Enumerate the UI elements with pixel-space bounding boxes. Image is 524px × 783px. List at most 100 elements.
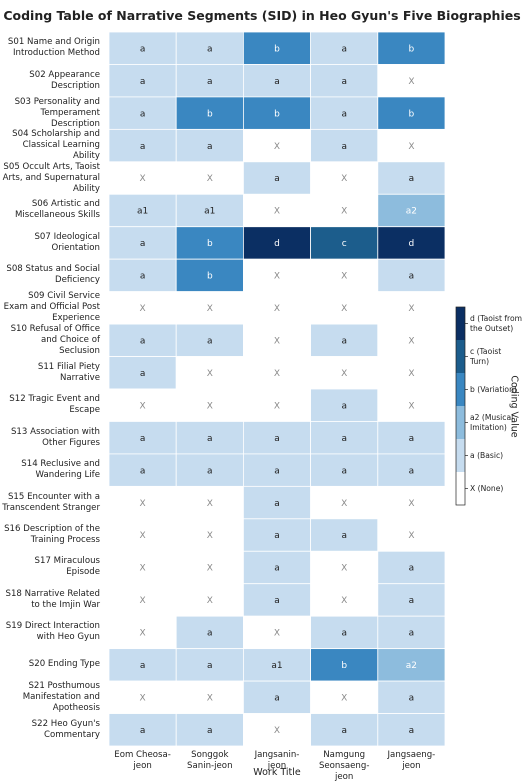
heatmap-cell: [377, 453, 446, 487]
heatmap-cell: [108, 550, 177, 585]
cell-label: a: [341, 142, 347, 152]
colorbar-swatch: [456, 472, 465, 505]
heatmap-cell: [242, 226, 311, 260]
heatmap-cell: [310, 388, 379, 422]
cell-label: X: [274, 304, 280, 314]
column-label: Songgok Sanin-jeon: [187, 750, 233, 771]
cell-label: X: [140, 499, 146, 509]
cell-label: X: [207, 694, 213, 704]
colorbar-label: b (Variation): [470, 384, 517, 394]
cell-label: a: [409, 564, 415, 574]
heatmap-cell: [242, 258, 311, 293]
colorbar-swatch: [456, 406, 465, 439]
cell-label: X: [341, 174, 347, 184]
heatmap-cell: [242, 388, 311, 422]
cell-label: X: [408, 369, 414, 379]
heatmap-cell: [242, 193, 311, 228]
cell-label: a: [207, 434, 213, 444]
row-label: S03 Personality and Temperament Descript…: [14, 96, 100, 129]
heatmap-cell: [108, 421, 177, 455]
cell-label: X: [274, 337, 280, 347]
cell-label: X: [274, 207, 280, 217]
cell-label: a: [207, 466, 213, 476]
cell-label: X: [140, 694, 146, 704]
heatmap-cell: [175, 96, 244, 130]
heatmap-cell: [108, 161, 177, 195]
heatmap-cell: [377, 485, 446, 520]
colorbar-frame: [455, 306, 466, 506]
heatmap-cell: [377, 258, 446, 293]
heatmap-cell: [108, 258, 177, 293]
chart-title: Coding Table of Narrative Segments (SID)…: [3, 8, 521, 23]
cell-label: a2: [406, 207, 417, 217]
cell-label: X: [408, 142, 414, 152]
cell-label: a: [341, 401, 347, 411]
row-label: S17 Miraculous Episode: [34, 556, 100, 578]
heatmap-cell: [242, 615, 311, 650]
cell-label: X: [408, 499, 414, 509]
heatmap-cell: [108, 485, 177, 520]
row-label: S08 Status and Social Deficiency: [6, 264, 100, 286]
heatmap-cell: [377, 64, 446, 98]
cell-label: a: [341, 466, 347, 476]
cell-label: b: [409, 44, 415, 54]
heatmap-cell: [175, 128, 244, 163]
cell-label: b: [409, 109, 415, 119]
cell-label: a: [341, 77, 347, 87]
row-label: S19 Direct Interaction with Heo Gyun: [5, 621, 100, 643]
heatmap-cell: [310, 583, 379, 617]
heatmap-cell: [242, 421, 311, 455]
heatmap-cell: [377, 226, 446, 260]
heatmap-cell: [242, 648, 311, 682]
colorbar-swatch: [456, 340, 465, 373]
heatmap-cell: [108, 648, 177, 682]
heatmap-cell: [108, 388, 177, 422]
heatmap-cell: [377, 291, 446, 325]
column-label: Jangsaeng-jeon: [387, 750, 436, 771]
heatmap-cell: [242, 713, 311, 747]
cell-label: a: [409, 629, 415, 639]
cell-label: X: [274, 401, 280, 411]
cell-label: X: [207, 401, 213, 411]
row-label: S20 Ending Type: [28, 659, 100, 670]
colorbar-label: d (Taoist from the Outset): [470, 314, 523, 333]
heatmap-cell: [242, 583, 311, 617]
cell-label: a: [274, 564, 280, 574]
cell-label: X: [207, 564, 213, 574]
cell-label: a: [207, 44, 213, 54]
row-label: S05 Occult Arts, Taoist Arts, and Supern…: [2, 161, 100, 194]
column-label: Namgung Seonsaeng-jeon: [318, 750, 370, 782]
cell-label: X: [140, 596, 146, 606]
cell-label: a2: [406, 661, 417, 671]
row-label: S14 Reclusive and Wandering Life: [21, 459, 100, 481]
x-axis-title: Work Title: [253, 767, 301, 778]
colorbar-swatch: [456, 373, 465, 406]
row-label: S11 Filial Piety Narrative: [37, 361, 100, 383]
row-label: S07 Ideological Orientation: [34, 231, 100, 253]
heatmap-cell: [108, 356, 177, 390]
row-label: S10 Refusal of Office and Choice of Secl…: [10, 323, 100, 356]
heatmap-cell: [310, 323, 379, 357]
row-label: S06 Artistic and Miscellaneous Skills: [14, 199, 100, 221]
colorbar-label: a2 (Musical Imitation): [470, 413, 514, 432]
cell-label: a: [409, 694, 415, 704]
cell-label: a: [207, 661, 213, 671]
cell-label: X: [207, 499, 213, 509]
heatmap-cell: [175, 518, 244, 552]
cell-label: a: [140, 272, 146, 282]
heatmap-cell: [310, 485, 379, 520]
cell-label: a: [207, 77, 213, 87]
heatmap-cell: [242, 485, 311, 520]
row-label: S22 Heo Gyun's Commentary: [31, 718, 100, 740]
cell-label: a: [274, 77, 280, 87]
cell-label: b: [274, 44, 280, 54]
row-label: S02 Appearance Description: [29, 69, 100, 91]
cell-label: c: [342, 239, 347, 249]
cell-label: X: [274, 629, 280, 639]
row-label: S15 Encounter with a Transcendent Strang…: [2, 491, 100, 513]
cell-label: X: [274, 272, 280, 282]
cell-label: d: [274, 239, 280, 249]
cell-label: a: [140, 142, 146, 152]
cell-label: X: [140, 174, 146, 184]
